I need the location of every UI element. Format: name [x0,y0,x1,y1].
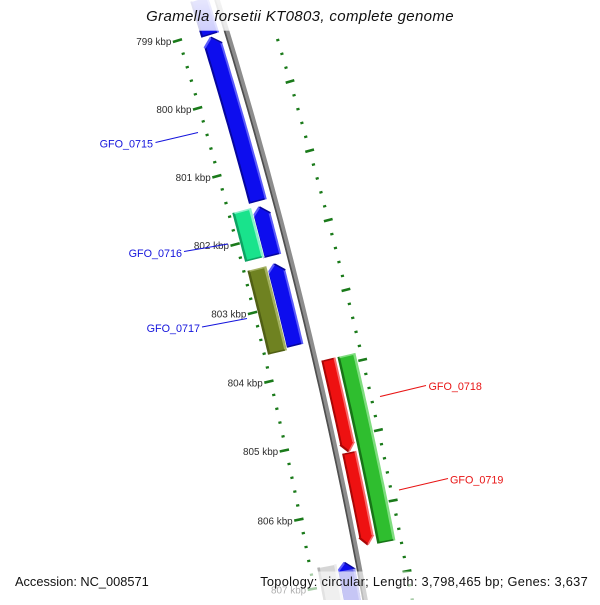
svg-text:GFO_0719: GFO_0719 [450,475,503,487]
svg-text:GFO_0716: GFO_0716 [129,248,182,260]
svg-text:Accession: NC_008571: Accession: NC_008571 [15,574,149,589]
svg-text:GFO_0718: GFO_0718 [429,381,482,393]
svg-text:Topology: circular; Length: 3,: Topology: circular; Length: 3,798,465 bp… [260,574,588,589]
svg-text:800 kbp: 800 kbp [156,105,192,116]
svg-text:GFO_0717: GFO_0717 [147,323,200,335]
svg-text:805 kbp: 805 kbp [243,447,279,458]
svg-text:803 kbp: 803 kbp [211,310,247,321]
svg-text:801 kbp: 801 kbp [176,173,212,184]
svg-text:GFO_0715: GFO_0715 [100,139,153,151]
svg-text:799 kbp: 799 kbp [136,37,172,48]
svg-text:806 kbp: 806 kbp [258,516,294,527]
svg-text:Gramella forsetii KT0803, comp: Gramella forsetii KT0803, complete genom… [146,8,454,25]
svg-text:804 kbp: 804 kbp [228,378,264,389]
